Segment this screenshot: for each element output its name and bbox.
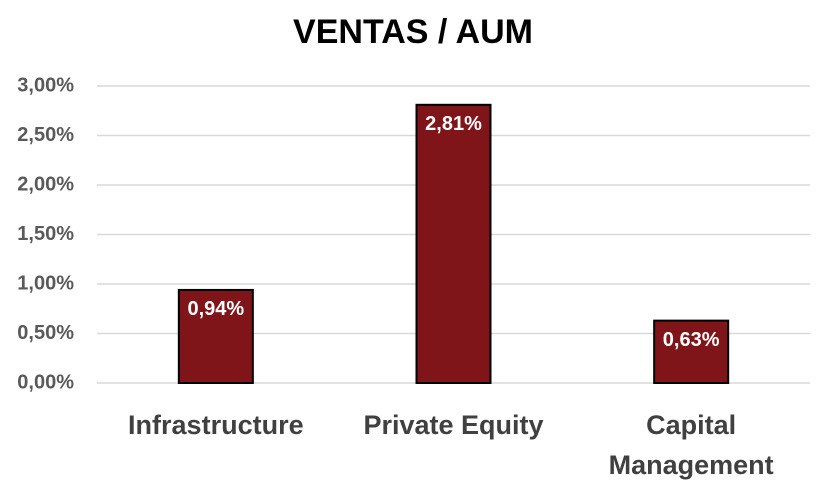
y-tick-label: 3,00% <box>17 74 74 96</box>
y-tick-label: 1,00% <box>17 272 74 294</box>
x-tick-label: Capital Management <box>608 410 774 480</box>
bar <box>653 319 730 385</box>
value-label: 2,81% <box>425 113 482 135</box>
y-tick-label: 2,00% <box>17 173 74 195</box>
y-tick-label: 2,50% <box>17 124 74 146</box>
value-label: 0,63% <box>663 329 720 351</box>
y-tick-label: 0,00% <box>17 371 74 393</box>
y-tick-label: 1,50% <box>17 223 74 245</box>
bar <box>177 288 254 384</box>
value-label: 0,94% <box>187 298 244 320</box>
x-tick-label: Private Equity <box>363 410 544 440</box>
y-tick-label: 0,50% <box>17 322 74 344</box>
chart-title: VENTAS / AUM <box>293 13 533 51</box>
bar <box>415 103 492 384</box>
x-tick-label: Infrastructure <box>128 410 304 440</box>
